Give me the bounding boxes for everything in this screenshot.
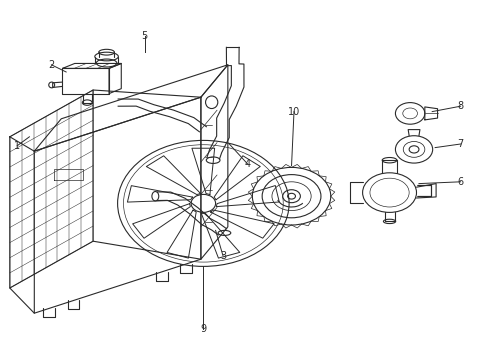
Text: 4: 4 [245, 159, 250, 169]
Text: 7: 7 [458, 139, 464, 149]
Text: 2: 2 [49, 60, 54, 70]
Text: 6: 6 [458, 177, 464, 187]
Text: 9: 9 [200, 324, 206, 334]
Text: 1: 1 [14, 141, 20, 151]
Text: 3: 3 [220, 251, 226, 261]
Text: 8: 8 [458, 101, 464, 111]
Text: 5: 5 [142, 31, 147, 41]
Text: 10: 10 [288, 107, 300, 117]
